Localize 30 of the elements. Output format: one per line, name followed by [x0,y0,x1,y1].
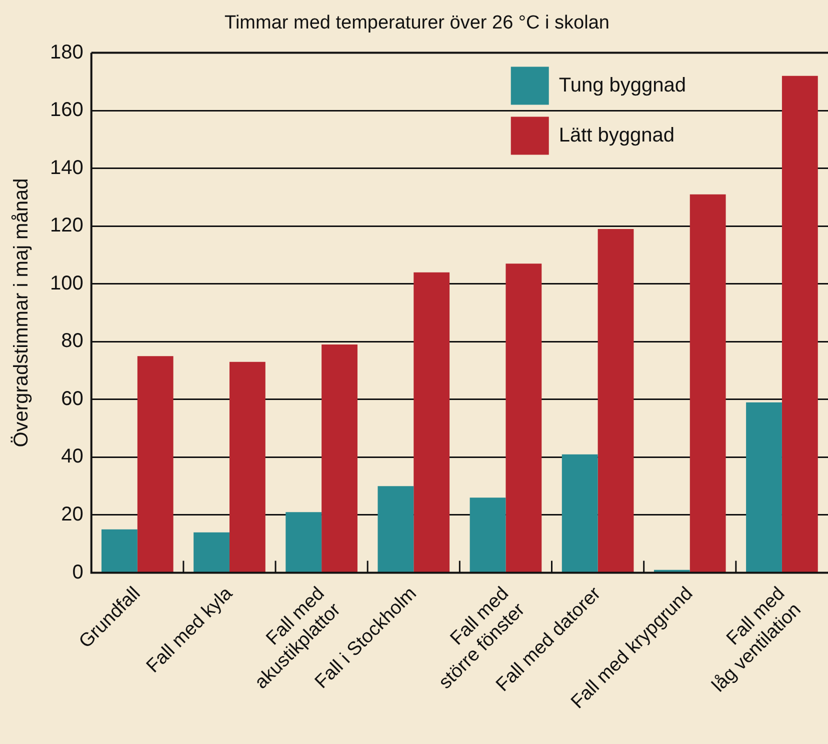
bar [286,512,322,572]
bar [414,272,450,572]
chart-title: Timmar med temperaturer över 26 °C i skolan [224,12,610,34]
y-tick-label: 100 [50,272,84,294]
y-tick-label: 120 [50,214,84,237]
legend-label: Lätt byggnad [558,124,675,146]
y-tick-label: 160 [50,99,84,122]
y-tick-label: 40 [61,446,84,468]
bar [690,194,726,572]
y-tick-label: 0 [72,561,84,584]
legend-label: Tung byggnad [558,74,686,96]
bar [322,344,358,572]
bar [102,529,138,572]
bar [654,570,690,572]
y-tick-label: 140 [50,156,84,179]
bar [782,76,818,572]
y-tick-label: 180 [50,41,84,64]
bar [137,356,174,572]
bar [746,402,782,572]
y-tick-label: 80 [61,330,84,352]
bar [562,454,598,572]
y-tick-label: 20 [61,504,84,526]
bar [378,486,414,572]
y-axis-title: Övergradstimmar i maj månad [10,178,33,448]
bar [194,532,230,572]
bar [598,229,634,572]
bar [470,498,506,572]
y-tick-label: 60 [61,388,84,410]
bar [506,264,542,572]
bar [229,362,266,572]
